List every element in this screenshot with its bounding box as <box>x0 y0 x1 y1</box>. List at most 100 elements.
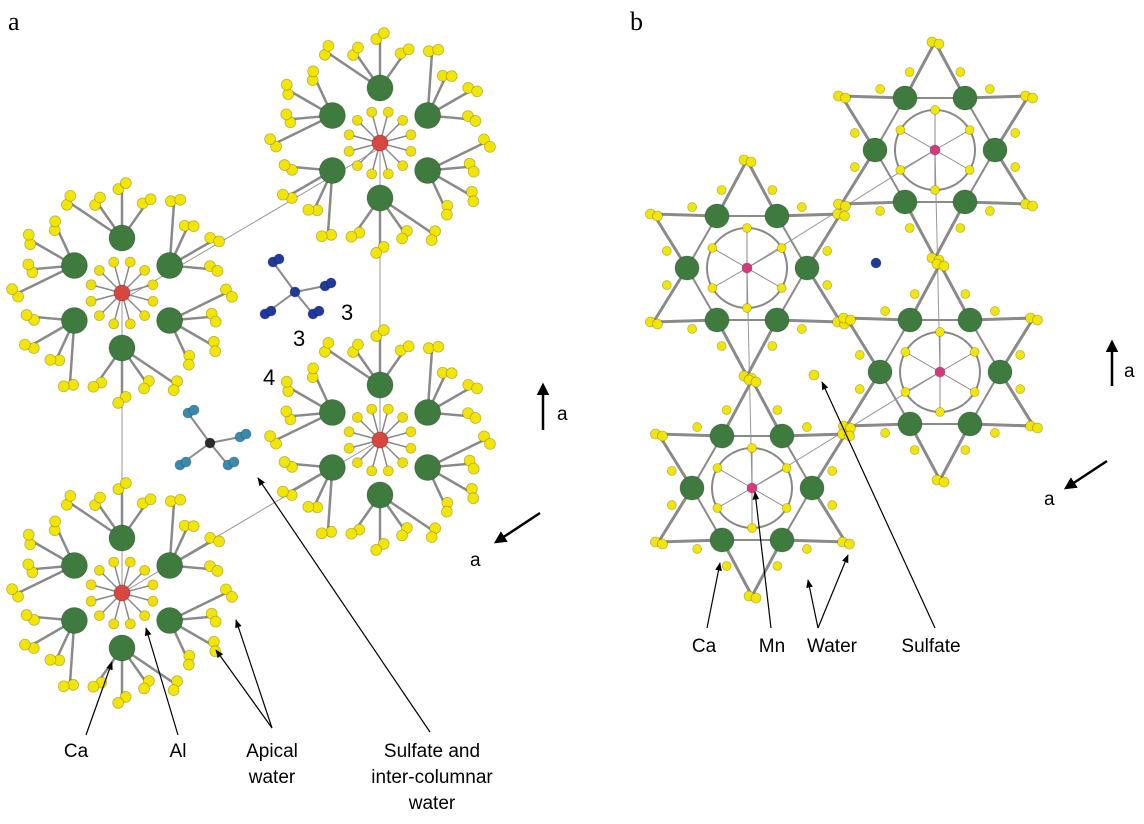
water-atom <box>936 328 945 337</box>
water-atom <box>113 697 124 708</box>
water-atom <box>88 681 99 692</box>
water-atom <box>21 610 32 621</box>
water-atom <box>139 383 150 394</box>
water-atom <box>773 561 782 570</box>
water-atom <box>367 466 377 476</box>
calcium-atom <box>770 424 794 448</box>
bond <box>935 130 970 150</box>
water-atom <box>168 685 179 696</box>
water-atom <box>352 458 362 468</box>
water-atom <box>850 128 859 137</box>
water-atom <box>845 539 855 549</box>
calcium-atom <box>893 190 917 214</box>
water-atom <box>398 115 408 125</box>
water-atom <box>210 346 221 357</box>
sulfur-atom <box>205 438 215 448</box>
water-atom <box>939 261 949 271</box>
water-atom <box>406 130 416 140</box>
calcium-atom <box>705 308 729 332</box>
axis-label: a <box>470 550 481 571</box>
water-atom <box>23 559 34 570</box>
water-atom <box>931 106 940 115</box>
water-atom <box>210 616 221 627</box>
water-atom <box>109 257 119 267</box>
water-atom <box>751 377 761 387</box>
manganese-atom <box>930 145 940 155</box>
water-atom <box>777 284 786 293</box>
water-atom <box>743 224 752 233</box>
water-atom <box>840 93 850 103</box>
water-atom <box>657 539 667 549</box>
water-atom <box>470 412 481 423</box>
calcium-atom <box>109 225 135 251</box>
water-atom <box>828 466 837 475</box>
structures <box>7 28 1043 709</box>
calcium-atom <box>319 400 345 426</box>
bond <box>273 262 295 292</box>
water-atom <box>23 229 34 240</box>
water-atom <box>344 427 354 437</box>
calcium-atom <box>109 335 135 361</box>
water-atom <box>468 493 479 504</box>
water-atom <box>279 160 290 171</box>
water-atom <box>797 203 806 212</box>
calcium-atom <box>675 256 699 280</box>
water-atom <box>378 325 389 336</box>
water-atom <box>667 501 676 510</box>
water-atom <box>45 354 56 365</box>
water-atom <box>768 341 777 350</box>
water-atom <box>397 530 408 541</box>
water-atom <box>183 659 194 670</box>
water-atom <box>1016 385 1025 394</box>
water-atom <box>21 310 32 321</box>
water-atom <box>65 190 76 201</box>
calcium-atom <box>953 86 977 110</box>
water-atom <box>371 544 382 555</box>
water-atom <box>86 596 96 606</box>
calcium-atom <box>367 482 393 508</box>
water-atom <box>441 209 452 220</box>
water-atom <box>279 457 290 468</box>
water-atom <box>797 324 806 333</box>
water-atom <box>777 244 786 253</box>
water-atom <box>823 246 832 255</box>
oxygen-atom <box>314 306 324 316</box>
water-atom <box>828 501 837 510</box>
pointer <box>755 492 771 628</box>
water-atom <box>125 619 135 629</box>
pointer <box>818 555 848 628</box>
water-atom <box>840 211 850 221</box>
water-atom <box>352 42 363 53</box>
water-atom <box>352 115 362 125</box>
bond <box>940 352 975 372</box>
water-atom <box>934 39 944 49</box>
water-atom <box>782 464 791 473</box>
annotation: Ca <box>64 741 89 762</box>
water-atom <box>19 339 30 350</box>
axis-label: a <box>1124 361 1135 382</box>
water-atom <box>965 166 974 175</box>
pointer <box>808 580 818 628</box>
water-atom <box>823 281 832 290</box>
water-atom <box>970 348 979 357</box>
calcium-atom <box>157 253 183 279</box>
axis-label: a <box>1044 489 1055 510</box>
water-atom <box>802 544 811 553</box>
water-atom <box>281 406 292 417</box>
water-atom <box>316 528 327 539</box>
water-atom <box>484 141 495 152</box>
water-atom <box>323 40 334 51</box>
water-atom <box>303 204 314 215</box>
water-atom <box>446 368 457 379</box>
water-atom <box>120 478 131 489</box>
water-atom <box>965 126 974 135</box>
water-atom <box>94 492 105 503</box>
calcium-atom <box>109 525 135 551</box>
water-atom <box>406 146 416 156</box>
water-atom <box>344 146 354 156</box>
annotation: Apical <box>246 741 298 762</box>
water-atom <box>140 265 150 275</box>
water-atom <box>1011 128 1020 137</box>
water-atom <box>308 363 319 374</box>
water-atom <box>148 280 158 290</box>
